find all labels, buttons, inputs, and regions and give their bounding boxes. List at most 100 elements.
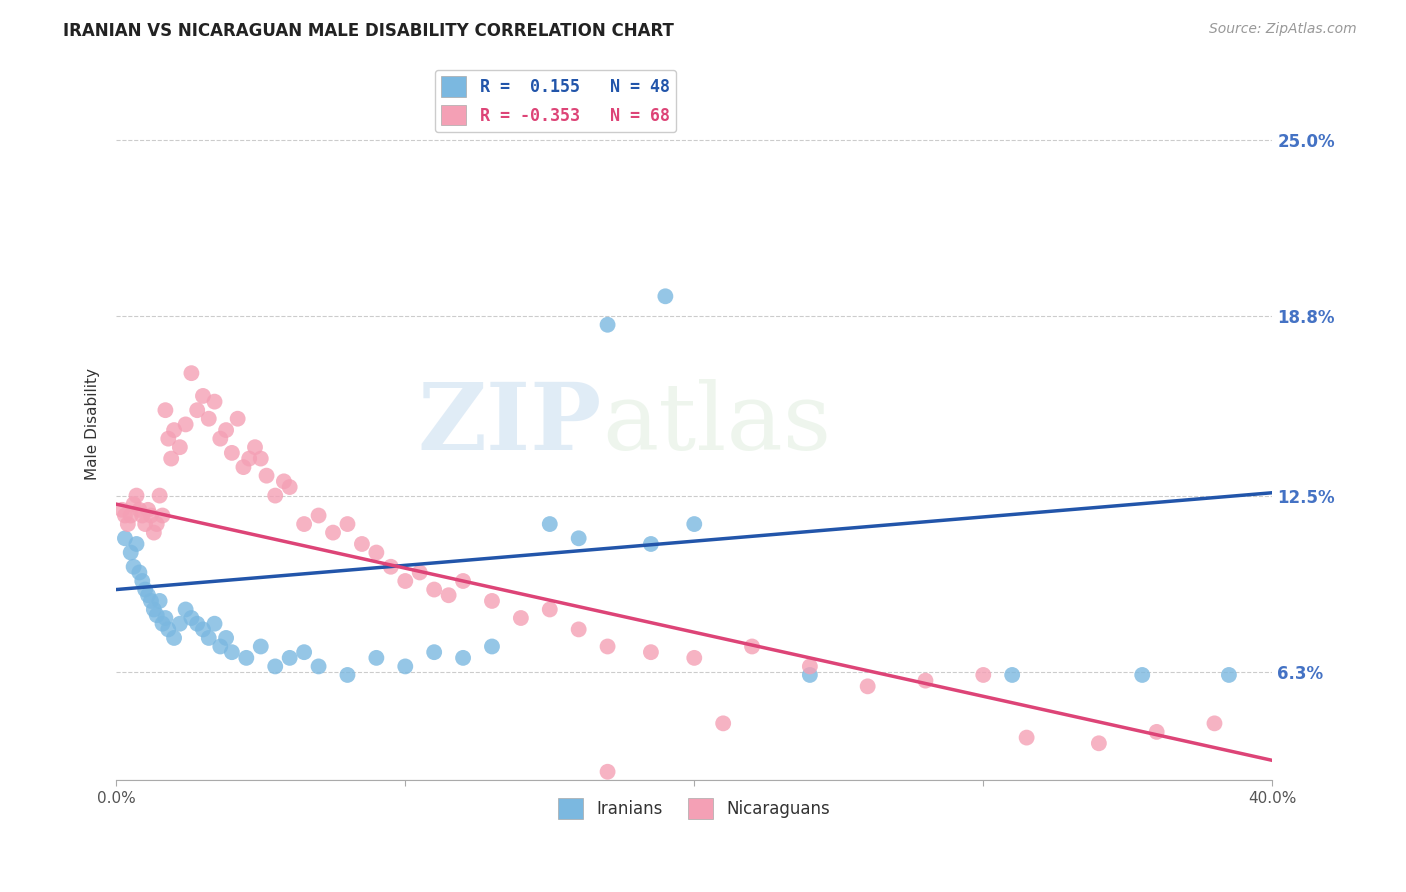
Point bbox=[131, 508, 153, 523]
Point bbox=[654, 289, 676, 303]
Point bbox=[152, 508, 174, 523]
Point bbox=[204, 394, 226, 409]
Point bbox=[799, 668, 821, 682]
Point bbox=[1015, 731, 1038, 745]
Point bbox=[174, 602, 197, 616]
Point bbox=[197, 411, 219, 425]
Point bbox=[157, 432, 180, 446]
Point bbox=[380, 559, 402, 574]
Point bbox=[596, 318, 619, 332]
Point bbox=[191, 623, 214, 637]
Point bbox=[221, 446, 243, 460]
Point bbox=[125, 489, 148, 503]
Point bbox=[394, 659, 416, 673]
Point bbox=[122, 559, 145, 574]
Point bbox=[292, 517, 315, 532]
Point bbox=[169, 440, 191, 454]
Point bbox=[111, 503, 134, 517]
Point bbox=[139, 508, 162, 523]
Point bbox=[186, 616, 208, 631]
Point bbox=[197, 631, 219, 645]
Point bbox=[186, 403, 208, 417]
Point bbox=[155, 611, 177, 625]
Point bbox=[481, 594, 503, 608]
Point bbox=[226, 411, 249, 425]
Point bbox=[568, 623, 591, 637]
Point bbox=[114, 508, 136, 523]
Point bbox=[134, 517, 156, 532]
Point bbox=[149, 489, 172, 503]
Point bbox=[336, 668, 359, 682]
Point bbox=[131, 574, 153, 588]
Point bbox=[423, 582, 446, 597]
Point bbox=[683, 517, 706, 532]
Text: ZIP: ZIP bbox=[418, 379, 602, 469]
Point bbox=[243, 440, 266, 454]
Point bbox=[1130, 668, 1153, 682]
Point bbox=[174, 417, 197, 432]
Point bbox=[157, 623, 180, 637]
Point bbox=[640, 537, 662, 551]
Point bbox=[163, 631, 186, 645]
Point bbox=[538, 602, 561, 616]
Point bbox=[191, 389, 214, 403]
Point bbox=[114, 531, 136, 545]
Point bbox=[437, 588, 460, 602]
Point bbox=[160, 451, 183, 466]
Point bbox=[180, 611, 202, 625]
Point bbox=[264, 489, 287, 503]
Point bbox=[238, 451, 260, 466]
Point bbox=[423, 645, 446, 659]
Point bbox=[136, 588, 159, 602]
Point bbox=[914, 673, 936, 688]
Point bbox=[125, 537, 148, 551]
Point bbox=[180, 366, 202, 380]
Point bbox=[152, 616, 174, 631]
Point bbox=[204, 616, 226, 631]
Text: Source: ZipAtlas.com: Source: ZipAtlas.com bbox=[1209, 22, 1357, 37]
Point bbox=[209, 640, 232, 654]
Point bbox=[209, 432, 232, 446]
Point bbox=[117, 517, 139, 532]
Point bbox=[163, 423, 186, 437]
Point bbox=[640, 645, 662, 659]
Point bbox=[1088, 736, 1111, 750]
Point bbox=[122, 497, 145, 511]
Point bbox=[136, 503, 159, 517]
Point bbox=[256, 468, 278, 483]
Point bbox=[451, 651, 474, 665]
Point bbox=[215, 631, 238, 645]
Point bbox=[308, 659, 330, 673]
Point bbox=[350, 537, 373, 551]
Point bbox=[711, 716, 734, 731]
Point bbox=[972, 668, 994, 682]
Point bbox=[249, 640, 271, 654]
Point bbox=[120, 508, 142, 523]
Point bbox=[278, 651, 301, 665]
Text: IRANIAN VS NICARAGUAN MALE DISABILITY CORRELATION CHART: IRANIAN VS NICARAGUAN MALE DISABILITY CO… bbox=[63, 22, 673, 40]
Point bbox=[232, 460, 254, 475]
Point bbox=[1146, 725, 1168, 739]
Point bbox=[308, 508, 330, 523]
Point bbox=[336, 517, 359, 532]
Point bbox=[120, 545, 142, 559]
Text: atlas: atlas bbox=[602, 379, 831, 469]
Point bbox=[142, 525, 165, 540]
Point bbox=[322, 525, 344, 540]
Point bbox=[145, 608, 167, 623]
Point bbox=[683, 651, 706, 665]
Point bbox=[481, 640, 503, 654]
Point bbox=[155, 403, 177, 417]
Point bbox=[249, 451, 271, 466]
Point bbox=[741, 640, 763, 654]
Point bbox=[1001, 668, 1024, 682]
Point bbox=[538, 517, 561, 532]
Point bbox=[1204, 716, 1226, 731]
Point bbox=[128, 503, 150, 517]
Point bbox=[1218, 668, 1240, 682]
Legend: Iranians, Nicaraguans: Iranians, Nicaraguans bbox=[551, 792, 837, 825]
Point bbox=[145, 517, 167, 532]
Point bbox=[799, 659, 821, 673]
Point bbox=[366, 545, 388, 559]
Point bbox=[596, 640, 619, 654]
